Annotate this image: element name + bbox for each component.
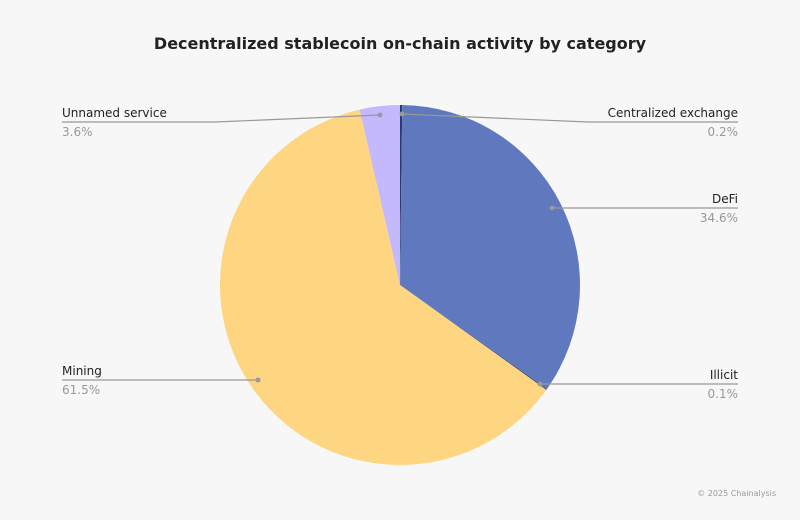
chart-title: Decentralized stablecoin on-chain activi… <box>153 34 647 53</box>
slice-label-illicit: Illicit <box>710 368 738 382</box>
slice-percent-mining: 61.5% <box>62 383 100 397</box>
slice-percent-unnamed-service: 3.6% <box>62 125 93 139</box>
leader-line-unnamed-service <box>62 114 381 123</box>
leader-dot-illicit <box>537 381 543 387</box>
pie-slice-illicit <box>400 285 547 390</box>
pie-slice-mining <box>220 109 547 466</box>
slice-label-mining: Mining <box>62 364 102 378</box>
pie-slice-defi <box>400 105 580 389</box>
slice-percent-centralized-exchange: 0.2% <box>708 125 739 139</box>
copyright-credit: © 2025 Chainalysis <box>697 489 776 498</box>
slice-percent-illicit: 0.1% <box>708 387 739 401</box>
slice-label-unnamed-service: Unnamed service <box>62 106 167 120</box>
leader-dot-centralized-exchange <box>399 111 405 117</box>
slice-percent-defi: 34.6% <box>700 211 738 225</box>
pie-slice-unnamed-service <box>359 105 400 285</box>
leader-dot-defi <box>549 205 555 211</box>
slice-label-defi: DeFi <box>712 192 738 206</box>
leader-dot-unnamed-service <box>377 112 383 118</box>
pie-slice-centralized-exchange <box>400 105 403 285</box>
leader-line-centralized-exchange <box>401 113 738 123</box>
leader-dot-mining <box>255 377 261 383</box>
slice-label-centralized-exchange: Centralized exchange <box>608 106 738 120</box>
